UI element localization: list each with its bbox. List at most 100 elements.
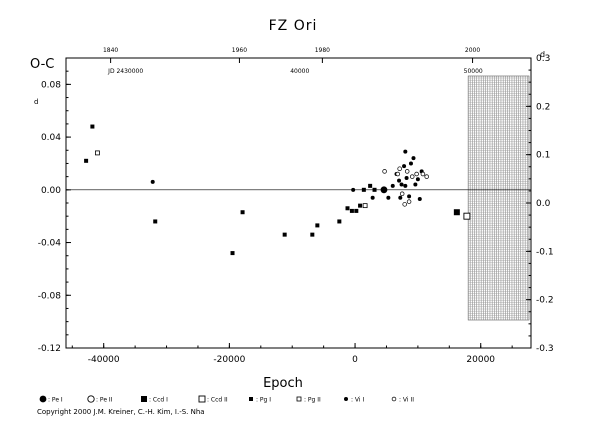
- x-tick-label: -20000: [213, 355, 245, 365]
- marker-pe-1: [39, 395, 47, 403]
- right-y-tick-label: 0.1: [536, 151, 550, 161]
- plot-frame: [65, 57, 532, 349]
- right-y-tick-label: 0.0: [536, 199, 551, 209]
- legend-label: : Pg II: [304, 397, 321, 404]
- marker-pe-2: [87, 395, 95, 403]
- y-axis-label: O-C: [30, 57, 54, 72]
- legend: : Pe I : Pe II : Ccd I : Ccd II : Pg I : Pg I…: [39, 395, 414, 404]
- legend-label: : Pg I: [256, 397, 271, 404]
- x-tick-label: -40000: [88, 355, 120, 365]
- data-point: [351, 187, 356, 192]
- y-tick-label: -0.08: [38, 291, 62, 301]
- data-point: [463, 212, 471, 220]
- legend-label: : Ccd II: [207, 397, 228, 404]
- y-tick-label: -0.04: [38, 239, 62, 249]
- data-point: [361, 187, 366, 192]
- marker-ccd-2: [198, 395, 206, 403]
- data-point: [150, 179, 155, 184]
- right-unit-label: d: [540, 50, 545, 59]
- marker-pg-1: [249, 397, 253, 401]
- data-point: [153, 219, 158, 224]
- right-y-tick-label: 0.2: [536, 102, 550, 112]
- data-point: [415, 177, 420, 182]
- data-point: [349, 208, 354, 213]
- data-point: [354, 208, 359, 213]
- data-point: [230, 251, 235, 256]
- marker-vi-2: [391, 396, 397, 402]
- data-point: [407, 194, 412, 199]
- legend-label: : Ccd I: [149, 397, 168, 404]
- data-point: [409, 174, 415, 179]
- data-point: [417, 197, 422, 202]
- data-point: [95, 150, 100, 156]
- legend-label: : Pe II: [96, 397, 113, 404]
- data-point: [362, 203, 368, 209]
- x-tick-label: 20000: [466, 355, 495, 365]
- y-tick-label: 0.04: [41, 133, 61, 143]
- data-point: [90, 124, 95, 129]
- x-tick-label: 0: [352, 355, 358, 365]
- legend-label: : Pe I: [48, 397, 63, 404]
- data-point: [453, 209, 460, 216]
- data-point: [420, 171, 426, 177]
- data-point: [413, 182, 418, 187]
- marker-vi-1: [344, 397, 348, 401]
- data-point: [390, 183, 395, 188]
- legend-label: : Vi I: [351, 397, 364, 404]
- data-point: [315, 223, 320, 228]
- data-point: [380, 186, 388, 194]
- left-unit-label: d: [34, 98, 38, 106]
- right-y-tick-label: 0.3: [536, 54, 550, 64]
- legend-label: : Vi II: [399, 397, 414, 404]
- chart-title: FZ Ori: [269, 18, 318, 34]
- data-point: [404, 175, 409, 180]
- data-point: [240, 210, 245, 215]
- data-point: [345, 206, 350, 211]
- right-y-tick-label: -0.2: [536, 296, 554, 306]
- data-point: [402, 202, 407, 207]
- data-point: [403, 149, 408, 154]
- marker-pg-2: [296, 396, 302, 402]
- data-point: [398, 195, 403, 200]
- data-point: [382, 169, 387, 174]
- year-tick-label: 1840: [103, 47, 118, 54]
- data-point: [406, 199, 412, 204]
- year-tick-label: 1960: [232, 47, 247, 54]
- data-point: [397, 178, 402, 183]
- marker-ccd-1: [141, 396, 147, 402]
- plot-area: -40000 -20000 0 20000 -0.12 -0.08 -0.04 0.00 0.0…: [38, 47, 554, 365]
- jd-label: JD 2430000: [107, 68, 143, 75]
- copyright-text: Copyright 2000 J.M. Kreiner, C.-H. Kim, …: [37, 408, 205, 416]
- y-tick-label: -0.12: [38, 344, 61, 354]
- data-point: [282, 232, 287, 237]
- data-point: [399, 182, 404, 187]
- data-point: [337, 219, 342, 224]
- right-y-tick-label: -0.3: [536, 344, 554, 354]
- data-point: [397, 166, 402, 171]
- data-point: [408, 161, 413, 166]
- data-point: [310, 232, 315, 237]
- data-point: [368, 183, 373, 188]
- jd-label: 40000: [290, 68, 309, 75]
- y-tick-label: 0.08: [41, 80, 61, 90]
- right-y-tick-label: -0.1: [536, 247, 554, 257]
- data-point: [372, 187, 377, 192]
- jd-label: 50000: [464, 68, 483, 75]
- data-point: [404, 169, 410, 174]
- data-point: [402, 164, 407, 169]
- x-axis-label: Epoch: [263, 376, 303, 391]
- data-point: [424, 174, 429, 179]
- data-point: [414, 171, 419, 177]
- y-tick-label: 0.00: [41, 186, 61, 196]
- year-tick-label: 1980: [315, 47, 330, 54]
- data-point: [411, 156, 416, 161]
- data-point: [395, 171, 401, 177]
- data-point: [386, 195, 391, 200]
- data-point: [399, 191, 405, 197]
- data-point: [403, 183, 408, 188]
- data-point: [370, 195, 375, 200]
- data-point: [84, 158, 89, 163]
- year-tick-label: 2000: [465, 47, 480, 54]
- data-point: [358, 203, 363, 208]
